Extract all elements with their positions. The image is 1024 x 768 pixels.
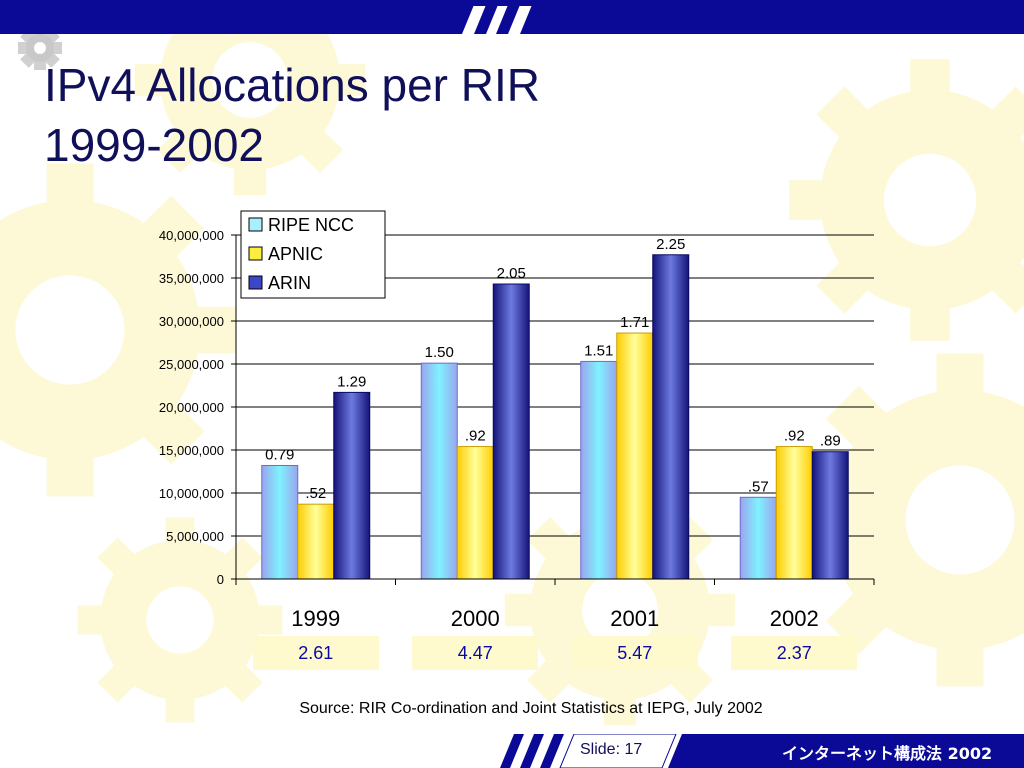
bar-arin-1999 [333,391,371,580]
y-axis-labels: 0 5,000,000 10,000,000 15,000,000 20,000,000… [159,228,224,587]
bar-apnic-2000 [456,446,494,580]
x-axis: 1999 2000 2001 2002 [235,578,875,631]
bar-ripe-ncc-1999 [261,464,299,580]
source-note: Source: RIR Co-ordination and Joint Stat… [299,700,763,717]
footer-brand: インターネット構成法 2002 [782,744,993,763]
bar-data-label: 2.05 [497,265,526,282]
y-tick-label: 10,000,000 [159,486,224,501]
legend-label: RIPE NCC [268,215,354,235]
x-tick-label: 1999 [291,606,340,631]
page-title: IPv4 Allocations per RIR [44,59,541,111]
bar-data-label: 1.51 [584,342,613,359]
bar-arin-2002 [811,451,849,580]
bar-data-label: 0.79 [265,446,294,463]
legend-label: ARIN [268,273,311,293]
x-tick-label: 2001 [610,606,659,631]
top-banner [0,0,1024,34]
y-tick-label: 25,000,000 [159,357,224,372]
y-tick-label: 20,000,000 [159,400,224,415]
bar-ripe-ncc-2000 [420,362,458,580]
x-tick-label: 2002 [770,606,819,631]
bar-data-label: 2.25 [656,236,685,253]
bar-data-label: .57 [748,478,769,495]
bar-apnic-1999 [297,503,335,580]
legend-swatch [248,246,263,261]
y-tick-label: 40,000,000 [159,228,224,243]
bar-arin-2001 [652,254,690,580]
bar-data-label: .92 [784,428,805,445]
legend-label: APNIC [268,244,323,264]
legend: RIPE NCC APNIC ARIN [240,210,386,299]
bar-apnic-2002 [775,446,813,580]
bar-data-label: 1.50 [425,344,454,361]
legend-swatch [248,217,263,232]
bars [261,254,849,580]
x-tick-label: 2000 [451,606,500,631]
bar-labels: 0.79 .52 1.29 1.50 .92 2.05 1.51 1.71 2.25 .57 .92… [265,236,841,502]
bar-data-label: .52 [305,485,326,502]
y-tick-label: 5,000,000 [166,529,224,544]
bar-ripe-ncc-2002 [739,496,777,580]
bar-ripe-ncc-2001 [580,360,618,580]
bar-arin-2000 [492,283,530,580]
y-tick-label: 0 [217,572,224,587]
y-tick-label: 35,000,000 [159,271,224,286]
page-subtitle: 1999-2002 [44,119,264,171]
y-tick-label: 30,000,000 [159,314,224,329]
legend-swatch [248,275,263,290]
legend-box [240,210,386,299]
bottom-banner [500,734,1024,768]
bar-data-label: 1.71 [620,314,649,331]
total-2000: 4.47 [412,636,539,670]
slide-number: Slide: 17 [580,741,643,758]
y-tick-label: 15,000,000 [159,443,224,458]
bar-data-label: .89 [820,433,841,450]
total-1999: 2.61 [252,636,379,670]
bar-data-label: .92 [465,428,486,445]
total-2001: 5.47 [571,636,698,670]
bar-data-label: 1.29 [337,373,366,390]
bar-apnic-2001 [616,332,654,580]
total-2002: 2.37 [731,636,858,670]
